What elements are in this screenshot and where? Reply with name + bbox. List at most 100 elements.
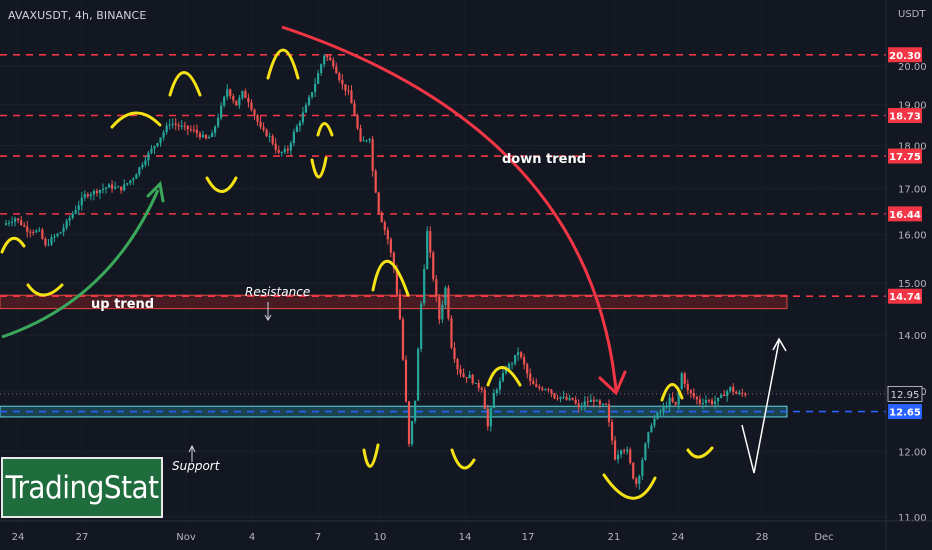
candle-body — [150, 148, 153, 153]
candle-body — [410, 420, 414, 445]
price-level-tag — [888, 206, 922, 222]
candle-body — [420, 303, 423, 350]
time-axis[interactable]: 24 27 Nov 4 7 10 14 17 21 24 28 Dec — [0, 520, 932, 543]
candle-body — [559, 396, 562, 399]
candle-body — [701, 403, 705, 405]
candle-body — [474, 382, 477, 384]
candle-body — [53, 236, 56, 238]
candle-body — [498, 381, 502, 390]
candle-body — [541, 388, 544, 390]
candle-body — [698, 399, 701, 404]
candle-body — [244, 91, 247, 99]
candle-body — [668, 397, 671, 406]
candle-body — [129, 180, 132, 184]
candle-body — [662, 407, 665, 412]
candle-body — [462, 373, 465, 378]
price-level-tag — [888, 148, 922, 164]
candle-body — [350, 90, 353, 104]
candle-body — [517, 352, 520, 355]
price-axis[interactable]: 11.0012.0013.0014.0015.0016.0017.0018.00… — [885, 0, 927, 550]
candle-body — [413, 400, 417, 421]
price-tick-label: 17.00 — [898, 185, 927, 196]
candle-body — [344, 84, 347, 91]
candle-body — [398, 294, 402, 320]
candle-body — [477, 382, 480, 388]
candle-body — [362, 140, 365, 142]
candle-body — [641, 459, 644, 476]
candle-body — [441, 304, 444, 320]
candle-body — [456, 359, 459, 370]
candle-body — [292, 131, 295, 144]
candle-body — [153, 146, 156, 149]
candle-body — [132, 178, 135, 181]
candle-body — [156, 143, 159, 147]
candle-body — [383, 222, 386, 231]
candle-body — [571, 397, 574, 400]
candle-body — [489, 408, 492, 427]
candle-body — [444, 287, 447, 305]
candle-body — [295, 126, 299, 132]
candle-body — [259, 121, 262, 128]
candle-body — [41, 229, 44, 239]
time-tick-label: 24 — [672, 532, 685, 543]
candle-body — [389, 239, 392, 253]
candle-body — [371, 139, 374, 171]
candle-body — [138, 167, 141, 175]
candle-body — [535, 384, 538, 387]
candle-body — [226, 89, 229, 97]
candle-body — [729, 386, 732, 392]
candle-body — [553, 393, 556, 399]
candle-body — [504, 369, 508, 374]
candle-body — [223, 96, 226, 106]
candle-body — [556, 398, 559, 400]
candle-body — [174, 123, 177, 126]
candle-body — [135, 174, 138, 179]
candle-body — [695, 396, 698, 400]
price-level-label: 17.75 — [889, 152, 921, 163]
candle-body — [417, 349, 420, 401]
candle-body — [395, 268, 398, 295]
candle-body — [307, 97, 311, 106]
price-level-tag — [888, 107, 922, 123]
candle-body — [468, 374, 471, 379]
candle-body — [271, 136, 274, 144]
tradingstat-logo: TradingStat — [1, 457, 163, 518]
candle-body — [265, 129, 268, 137]
candle-body — [107, 184, 111, 188]
candle-body — [435, 279, 438, 297]
candle-body — [186, 125, 189, 130]
uptrend-arrow — [1, 189, 160, 339]
candle-body — [492, 393, 495, 409]
candle-body — [313, 83, 317, 93]
candle-body — [501, 373, 505, 382]
candle-body — [47, 244, 50, 246]
support-pointer — [188, 444, 196, 462]
candle-body — [707, 400, 711, 402]
candle-body — [656, 412, 659, 419]
candle-body — [710, 400, 714, 405]
candle-body — [256, 115, 259, 122]
time-tick-label: 14 — [459, 532, 472, 543]
candle-body — [220, 105, 223, 118]
candle-body — [286, 149, 289, 151]
time-tick-label: 10 — [374, 532, 387, 543]
support-label: Support — [172, 459, 221, 473]
candle-body — [86, 194, 89, 197]
candle-body — [626, 449, 629, 452]
candle-body — [317, 73, 320, 84]
candle-body — [523, 357, 526, 365]
candle-body — [613, 440, 617, 460]
candle-body — [604, 403, 608, 405]
candle-body — [713, 401, 717, 405]
candle-body — [716, 397, 720, 402]
candle-body — [538, 386, 541, 389]
resistance-zone — [0, 294, 788, 310]
candle-body — [68, 218, 71, 221]
price-level-tag — [888, 288, 922, 304]
downtrend-arrowhead — [598, 370, 627, 396]
candle-body — [229, 89, 232, 97]
candle-body — [432, 252, 435, 280]
candle-body — [447, 287, 450, 319]
time-tick-label: 17 — [522, 532, 535, 543]
time-tick-label: 4 — [249, 532, 255, 543]
